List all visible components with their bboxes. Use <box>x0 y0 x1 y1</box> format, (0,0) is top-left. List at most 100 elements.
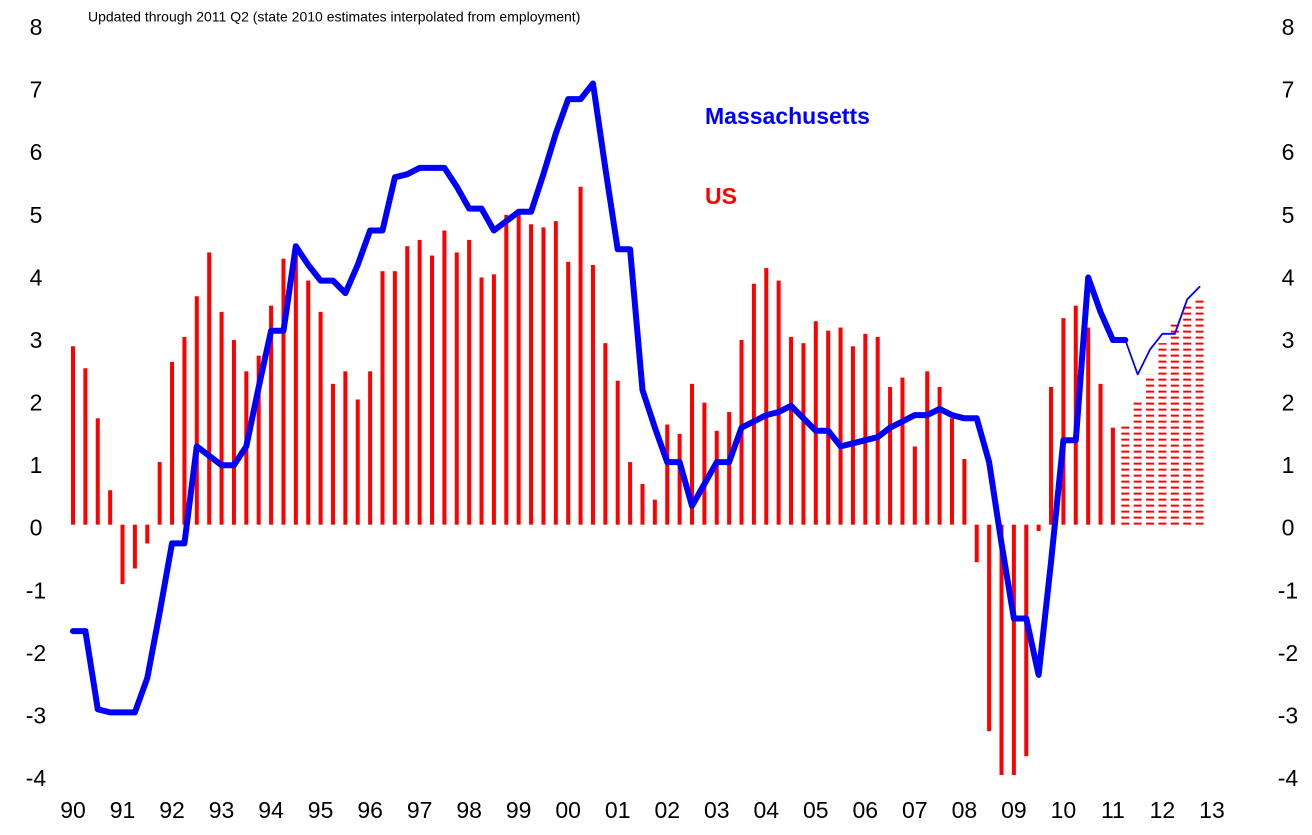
bar <box>71 346 75 525</box>
bar <box>207 252 212 525</box>
bar <box>430 255 435 525</box>
bar <box>628 462 633 525</box>
bar <box>442 230 447 525</box>
y2-tick-label: 4 <box>1282 264 1295 290</box>
bar <box>776 280 781 525</box>
x-tick-label: 90 <box>60 797 86 823</box>
y2-tick-label: -4 <box>1278 765 1299 791</box>
bar <box>987 524 992 732</box>
bar <box>937 386 942 525</box>
x-tick-label: 01 <box>605 797 631 823</box>
y2-tick-label: 1 <box>1282 452 1295 478</box>
bar <box>83 368 88 525</box>
y-tick-label: -3 <box>26 702 46 728</box>
bar <box>578 186 583 525</box>
x-tick-label: 92 <box>159 797 185 823</box>
bar <box>504 214 509 525</box>
bar <box>1036 524 1041 531</box>
x-tick-label: 06 <box>853 797 879 823</box>
y2-tick-label: 0 <box>1282 515 1295 541</box>
bar <box>231 340 236 525</box>
bar <box>900 377 905 525</box>
bar <box>603 343 608 525</box>
bar <box>170 361 175 525</box>
y2-tick-label: -1 <box>1278 577 1298 603</box>
bar <box>949 418 954 525</box>
bar <box>380 271 385 525</box>
x-tick-label: 03 <box>704 797 730 823</box>
bar <box>108 490 113 525</box>
y-tick-label: 6 <box>30 139 43 165</box>
bar <box>826 330 831 525</box>
bar <box>999 524 1004 775</box>
bar <box>417 239 422 525</box>
y-tick-label: -1 <box>26 577 46 603</box>
x-tick-label: 97 <box>407 797 433 823</box>
bar <box>1061 318 1066 525</box>
bar <box>665 424 670 525</box>
x-tick-label: 07 <box>902 797 928 823</box>
bar <box>318 311 323 525</box>
bar <box>702 402 707 525</box>
bar <box>269 305 274 525</box>
y-tick-label: 5 <box>30 202 43 228</box>
bar <box>1049 386 1054 525</box>
bar <box>405 246 410 525</box>
x-tick-label: 12 <box>1150 797 1176 823</box>
bar <box>1086 327 1091 525</box>
bar <box>120 524 125 585</box>
bar <box>615 380 620 525</box>
bar <box>875 336 880 525</box>
chart-subtitle: Updated through 2011 Q2 (state 2010 esti… <box>88 9 580 25</box>
y2-tick-label: 6 <box>1282 139 1295 165</box>
x-tick-label: 11 <box>1101 797 1125 823</box>
y-tick-label: 7 <box>30 77 43 103</box>
bar <box>677 433 682 525</box>
y2-tick-label: 3 <box>1282 327 1295 353</box>
y2-tick-label: 8 <box>1282 14 1295 40</box>
y2-tick-label: 5 <box>1282 202 1295 228</box>
y-tick-label: 4 <box>30 264 43 290</box>
y-tick-label: -2 <box>26 640 46 666</box>
x-tick-label: 08 <box>952 797 978 823</box>
x-tick-label: 95 <box>308 797 334 823</box>
bar <box>801 343 806 525</box>
bar <box>343 371 348 525</box>
x-tick-label: 09 <box>1001 797 1027 823</box>
y-tick-label: 8 <box>30 14 43 40</box>
x-tick-label: 99 <box>506 797 532 823</box>
bar <box>330 383 335 525</box>
bar <box>974 524 979 563</box>
x-tick-label: 91 <box>110 797 136 823</box>
bar <box>925 371 930 525</box>
x-tick-label: 94 <box>258 797 284 823</box>
y-tick-label: 0 <box>30 515 43 541</box>
y2-tick-label: -3 <box>1278 702 1298 728</box>
bar <box>491 274 496 525</box>
y-tick-label: 3 <box>30 327 43 353</box>
bar <box>256 355 261 525</box>
bar <box>764 268 769 525</box>
bar <box>281 258 286 525</box>
y-tick-label: -4 <box>26 765 47 791</box>
bar <box>1098 383 1103 525</box>
bar <box>690 383 694 525</box>
y-tick-label: 2 <box>30 390 43 416</box>
bar <box>640 483 645 525</box>
y2-tick-label: -2 <box>1278 640 1298 666</box>
x-tick-label: 96 <box>357 797 383 823</box>
bar <box>516 211 521 525</box>
line <box>1124 285 1201 376</box>
bar <box>566 261 571 525</box>
bar <box>306 280 311 525</box>
bar <box>751 283 756 525</box>
bar <box>553 221 558 525</box>
bar <box>145 524 150 544</box>
line <box>70 80 1129 716</box>
bar <box>838 327 843 525</box>
x-tick-label: 00 <box>555 797 581 823</box>
bar <box>1024 524 1029 757</box>
y2-tick-label: 7 <box>1282 77 1295 103</box>
bar <box>541 227 546 525</box>
